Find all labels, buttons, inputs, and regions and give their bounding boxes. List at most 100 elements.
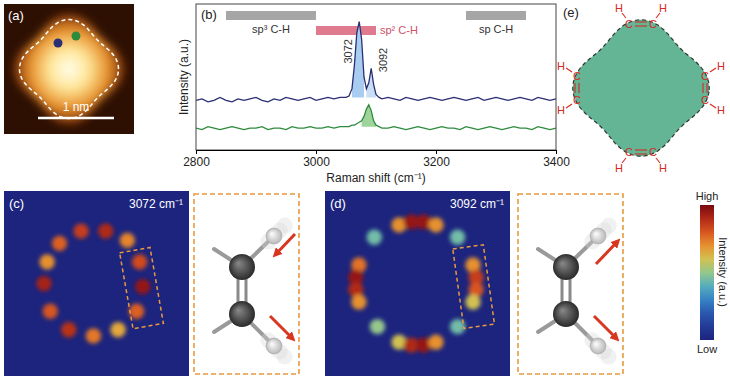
map-spot xyxy=(61,322,76,337)
scale-bar-label: 1 nm xyxy=(63,100,90,114)
range-label: sp C-H xyxy=(479,23,513,35)
x-axis-title: Raman shift (cm⁻¹) xyxy=(326,171,425,185)
motion-arrow xyxy=(270,316,292,338)
map-spot xyxy=(110,322,125,337)
hydrogen-label: H xyxy=(615,2,623,14)
hydrogen-atom xyxy=(590,338,606,354)
hydrogen-atom xyxy=(266,338,282,354)
x-axis: 2800 3000 3200 3400 xyxy=(183,150,570,169)
panel-a: 1 nm(a) xyxy=(4,4,134,134)
map-spot xyxy=(428,217,443,232)
panel-b: 2800 3000 3200 3400 sp³ C-H sp² C-H sp C-H 3072… xyxy=(177,4,570,185)
carbon-atom xyxy=(553,254,579,280)
map-spot xyxy=(351,294,366,309)
map-spot xyxy=(120,233,135,248)
range-bar xyxy=(466,11,526,20)
panel-e: CCHHCCHHCCHHCCHH(e) xyxy=(557,2,725,174)
molecule-image xyxy=(14,14,124,124)
carbon-label: C xyxy=(625,18,633,30)
map-spot xyxy=(98,223,113,238)
range-bar xyxy=(316,26,376,35)
motion-arrow xyxy=(276,234,295,254)
bond xyxy=(635,21,647,22)
range-label: sp² C-H xyxy=(380,24,418,36)
map-panel_d: 3092 cm⁻¹(d) xyxy=(325,191,510,376)
colorbar-title: Intensity (a.u.) xyxy=(717,237,729,307)
carbon-label: C xyxy=(625,146,633,158)
highlight-box xyxy=(120,247,164,328)
bond xyxy=(706,83,707,93)
bond xyxy=(710,104,716,108)
carbon-label: C xyxy=(649,18,657,30)
map-background xyxy=(4,191,189,376)
bond xyxy=(635,153,647,154)
map-area xyxy=(325,191,510,376)
bond xyxy=(635,149,647,150)
map-spot xyxy=(43,304,58,319)
x-axis-line xyxy=(197,150,557,151)
x-tick-label: 3200 xyxy=(423,155,450,169)
x-tick-mark xyxy=(436,150,437,154)
hydrogen-label: H xyxy=(557,60,565,72)
map-spot xyxy=(86,328,101,343)
map-area xyxy=(4,191,189,376)
wavenumber-label: 3072 cm⁻¹ xyxy=(129,197,183,211)
x-tick-mark xyxy=(316,150,317,154)
vibration-diagram xyxy=(518,194,623,374)
x-tick-label: 2800 xyxy=(183,155,210,169)
x-tick: 3200 xyxy=(423,150,450,169)
y-axis-title: Intensity (a.u.) xyxy=(177,39,191,115)
stm-background xyxy=(4,4,134,134)
bond xyxy=(578,83,579,93)
panel-label: (d) xyxy=(330,196,346,211)
molecule-shape xyxy=(573,20,709,156)
map-spots xyxy=(348,214,484,353)
x-tick: 3000 xyxy=(303,150,330,169)
colorbar: High Low Intensity (a.u.) xyxy=(696,190,729,355)
highlight-box xyxy=(453,245,495,329)
carbon-label: C xyxy=(701,94,709,106)
carbon-atom xyxy=(229,301,255,327)
highlight-box xyxy=(194,194,299,374)
x-tick-label: 3400 xyxy=(543,155,570,169)
x-tick-label: 3000 xyxy=(303,155,330,169)
carbon-atom xyxy=(553,301,579,327)
peak-label: 3072 xyxy=(342,39,354,63)
hydrogen-label: H xyxy=(659,2,667,14)
hydrogen-atom xyxy=(266,228,282,244)
hydrogen-label: H xyxy=(557,104,565,116)
motion-arrow xyxy=(596,242,617,264)
tip-position xyxy=(54,39,63,48)
map-spots xyxy=(36,223,150,343)
bond xyxy=(702,83,703,93)
map-spot xyxy=(370,319,385,334)
map-background xyxy=(325,191,510,376)
colorbar-high: High xyxy=(696,190,719,202)
peak-label: 3092 xyxy=(377,48,389,72)
map-spot xyxy=(135,279,150,294)
highlight-box xyxy=(518,194,623,374)
hydrogen-label: H xyxy=(717,60,725,72)
map-spot xyxy=(36,276,51,291)
carbon-atom xyxy=(229,254,255,280)
molecule-outline xyxy=(20,20,119,119)
panel-label: (c) xyxy=(9,196,24,211)
x-tick: 3400 xyxy=(543,150,570,169)
spectrum-line xyxy=(196,22,556,102)
range-label: sp³ C-H xyxy=(252,23,290,35)
map-spot xyxy=(73,223,88,238)
carbon-label: C xyxy=(573,70,581,82)
map-spot xyxy=(52,236,67,251)
x-tick: 2800 xyxy=(183,150,210,169)
stm-image xyxy=(4,4,134,134)
figure: 1 nm(a) 2800 3000 3200 3400 sp³ C-H sp² C-H sp … xyxy=(0,0,730,382)
panel-label: (b) xyxy=(201,7,217,22)
colorbar-low: Low xyxy=(697,343,717,355)
carbon-label: C xyxy=(701,70,709,82)
hydrogen-label: H xyxy=(659,162,667,174)
hydrogen-label: H xyxy=(717,104,725,116)
bond xyxy=(710,68,716,72)
bond xyxy=(635,25,647,26)
map-spot xyxy=(428,334,443,349)
scale-bar xyxy=(38,117,114,120)
